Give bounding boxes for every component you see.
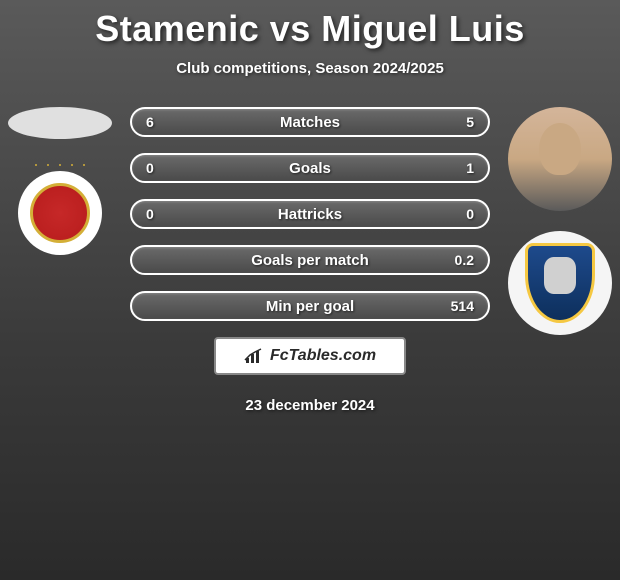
stat-value-left: 0 bbox=[146, 160, 154, 176]
stat-label: Matches bbox=[280, 114, 340, 131]
stat-value-right: 514 bbox=[451, 298, 474, 314]
player-avatar-left bbox=[8, 107, 112, 139]
stat-row-min-per-goal: Min per goal 514 bbox=[130, 291, 490, 321]
stat-value-right: 1 bbox=[466, 160, 474, 176]
club-badge-left bbox=[18, 171, 102, 255]
snapshot-date: 23 december 2024 bbox=[0, 397, 620, 414]
chart-icon bbox=[244, 348, 264, 364]
stat-row-goals: 0 Goals 1 bbox=[130, 153, 490, 183]
stat-value-right: 5 bbox=[466, 114, 474, 130]
stat-value-right: 0 bbox=[466, 206, 474, 222]
comparison-subtitle: Club competitions, Season 2024/2025 bbox=[0, 60, 620, 77]
comparison-title: Stamenic vs Miguel Luis bbox=[0, 8, 620, 50]
stat-row-matches: 6 Matches 5 bbox=[130, 107, 490, 137]
stat-value-right: 0.2 bbox=[455, 252, 474, 268]
stat-label: Goals bbox=[289, 160, 331, 177]
stat-label: Goals per match bbox=[251, 252, 369, 269]
brand-text: FcTables.com bbox=[270, 347, 376, 365]
stat-label: Min per goal bbox=[266, 298, 354, 315]
stat-value-left: 0 bbox=[146, 206, 154, 222]
left-player-column bbox=[8, 107, 112, 255]
club-badge-right bbox=[508, 231, 612, 335]
stats-list: 6 Matches 5 0 Goals 1 0 Hattricks 0 Goal… bbox=[130, 107, 490, 321]
stat-value-left: 6 bbox=[146, 114, 154, 130]
brand-badge: FcTables.com bbox=[214, 337, 406, 375]
stat-row-goals-per-match: Goals per match 0.2 bbox=[130, 245, 490, 275]
right-player-column bbox=[508, 107, 612, 335]
player-avatar-right bbox=[508, 107, 612, 211]
panetolikos-crest-icon bbox=[525, 243, 595, 323]
stat-label: Hattricks bbox=[278, 206, 342, 223]
stat-row-hattricks: 0 Hattricks 0 bbox=[130, 199, 490, 229]
olympiacos-crest-icon bbox=[30, 183, 90, 243]
